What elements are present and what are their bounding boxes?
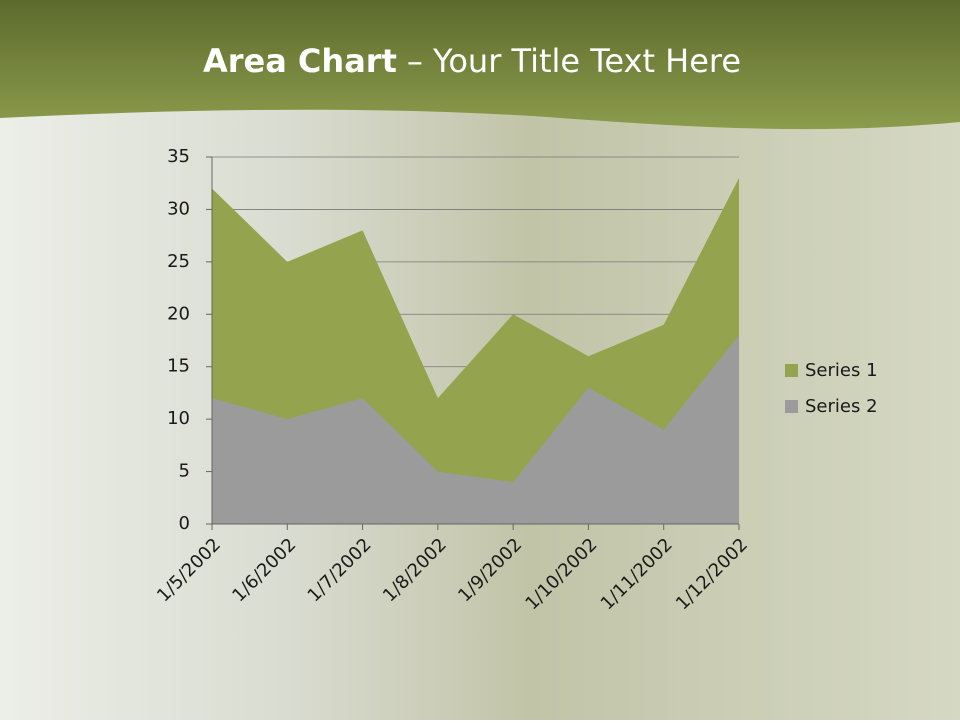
area: [212, 335, 739, 524]
legend-swatch: [785, 364, 798, 377]
y-tick-label: 0: [179, 513, 190, 534]
y-tick-label: 5: [179, 461, 190, 482]
y-tick-label: 20: [167, 303, 190, 324]
y-tick-label: 10: [167, 408, 190, 429]
title-rest: – Your Title Text Here: [407, 42, 741, 80]
y-tick-label: 15: [167, 356, 190, 377]
slide-title: Area Chart – Your Title Text Here: [203, 42, 741, 80]
y-tick-label: 25: [167, 251, 190, 272]
y-tick-label: 30: [167, 198, 190, 219]
legend-swatch: [785, 400, 798, 413]
title-bold: Area Chart: [203, 42, 397, 80]
header-band: [0, 0, 960, 130]
y-tick-label: 35: [167, 146, 190, 167]
legend-label: Series 2: [805, 396, 878, 417]
legend-label: Series 1: [805, 360, 878, 381]
